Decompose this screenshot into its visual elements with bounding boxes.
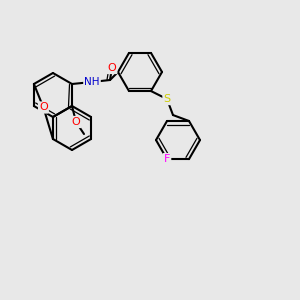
Text: F: F [164, 154, 170, 164]
Text: NH: NH [84, 77, 100, 87]
Text: O: O [39, 103, 48, 112]
Text: O: O [72, 117, 80, 127]
Text: O: O [108, 63, 116, 73]
Text: S: S [164, 94, 171, 104]
